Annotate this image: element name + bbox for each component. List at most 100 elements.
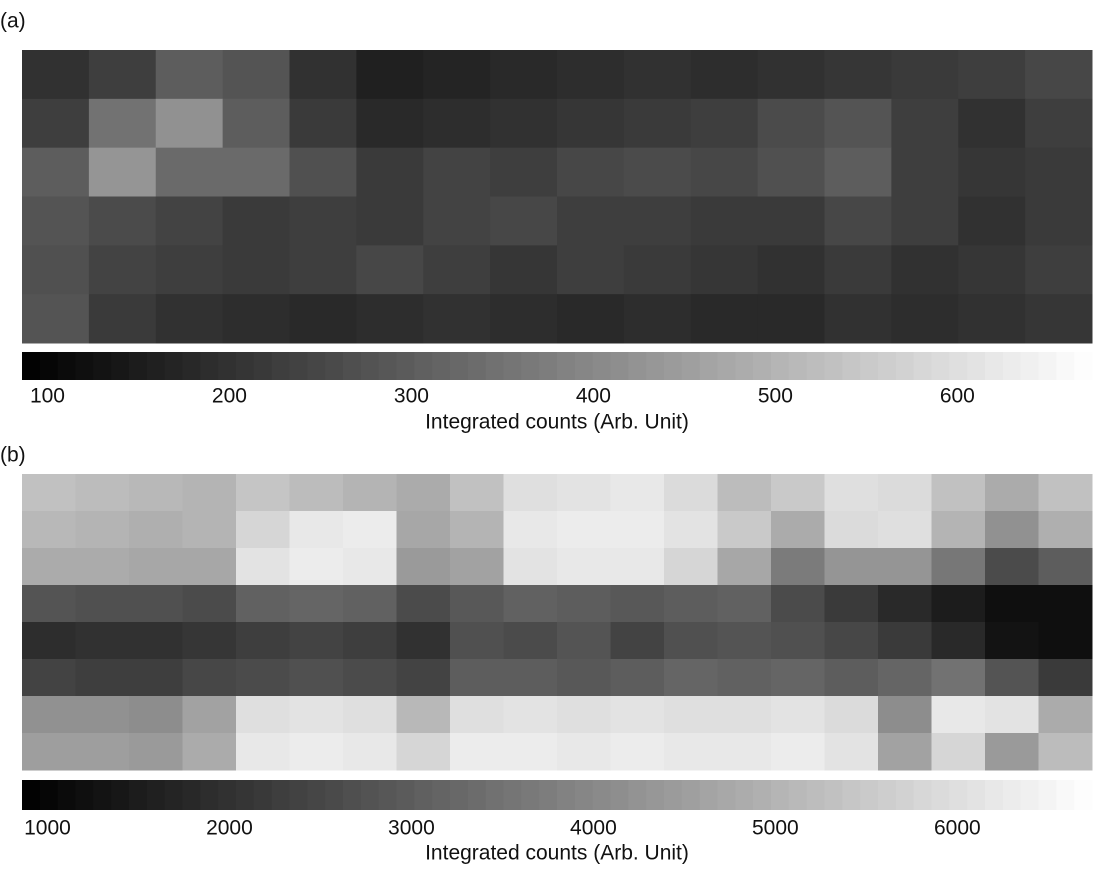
heatmap-cell [289, 196, 357, 246]
heatmap-cell [396, 659, 451, 697]
heatmap-cell [1038, 733, 1093, 771]
heatmap-cell [958, 98, 1026, 149]
heatmap-cell [396, 622, 451, 660]
heatmap-cell [503, 659, 558, 697]
heatmap-cell [931, 696, 986, 734]
heatmap-cell [289, 511, 344, 549]
colorbar-step [824, 352, 843, 380]
heatmap-cell [757, 147, 825, 197]
heatmap-cell [824, 245, 892, 295]
heatmap-cell [236, 474, 290, 512]
heatmap-cell [450, 659, 504, 697]
heatmap-cell [891, 50, 959, 100]
heatmap-cell [557, 696, 611, 734]
heatmap-cell [129, 733, 183, 771]
heatmap-cell [557, 196, 625, 246]
colorbar-tick-label: 600 [940, 385, 975, 408]
heatmap-cell [1038, 474, 1093, 512]
heatmap-cell [771, 622, 825, 660]
heatmap-cell [236, 548, 290, 586]
heatmap-cell [503, 511, 558, 549]
colorbar-step [1074, 780, 1093, 810]
colorbar-label: Integrated counts (Arb. Unit) [425, 842, 689, 865]
colorbar-step [325, 352, 344, 380]
heatmap-cell [610, 696, 665, 734]
heatmap-cell [88, 294, 157, 344]
heatmap-cell [343, 585, 397, 623]
colorbar-step [22, 780, 41, 810]
heatmap-cell [343, 548, 397, 586]
colorbar-step [878, 352, 897, 380]
colorbar-step [949, 352, 968, 380]
heatmap-cell [396, 511, 451, 549]
heatmap-cell [289, 294, 357, 344]
heatmap-cell [1025, 50, 1093, 100]
colorbar-step [557, 780, 576, 810]
colorbar-step [485, 352, 504, 380]
colorbar-step [913, 780, 932, 810]
colorbar-step [717, 780, 736, 810]
heatmap-cell [824, 50, 892, 100]
heatmap-cell [222, 245, 290, 295]
colorbar-step [699, 352, 718, 380]
heatmap-cell [610, 733, 665, 771]
heatmap-cell [757, 245, 825, 295]
colorbar-step [503, 780, 522, 810]
heatmap-cell [222, 50, 290, 100]
heatmap-cell [289, 659, 344, 697]
colorbar-step [860, 352, 879, 380]
colorbar-step [39, 352, 59, 380]
heatmap-cell [129, 474, 183, 512]
colorbar-step [378, 352, 397, 380]
heatmap-cell [557, 98, 625, 149]
heatmap-cell [985, 659, 1039, 697]
heatmap-cell [824, 696, 879, 734]
panel-label: (a) [0, 10, 26, 33]
colorbar-step [182, 352, 201, 380]
heatmap-cell [757, 50, 825, 100]
heatmap-cell [623, 245, 692, 295]
heatmap-cell [503, 474, 558, 512]
colorbar-step [967, 352, 986, 380]
colorbar-step [111, 780, 130, 810]
heatmap-cell [690, 50, 759, 100]
heatmap-cell [423, 50, 491, 100]
colorbar-step [949, 780, 968, 810]
heatmap-cell [356, 147, 424, 197]
heatmap-cell [931, 622, 986, 660]
heatmap-cell [623, 98, 692, 149]
colorbar-step [771, 780, 790, 810]
heatmap-cell [824, 147, 892, 197]
colorbar-step [539, 352, 558, 380]
heatmap-cell [824, 98, 892, 149]
colorbar-step [289, 352, 308, 380]
heatmap-cell [289, 622, 344, 660]
heatmap-cell [557, 622, 611, 660]
heatmap-cell [1025, 98, 1093, 149]
colorbar-step [450, 780, 469, 810]
colorbar-step [432, 352, 451, 380]
heatmap-cell [75, 622, 130, 660]
colorbar-step [289, 780, 308, 810]
colorbar-step [1074, 352, 1093, 380]
heatmap-cell [236, 511, 290, 549]
heatmap-cell [1038, 585, 1093, 623]
heatmap-cell [289, 696, 344, 734]
heatmap-cell [717, 659, 772, 697]
heatmap-cell [610, 659, 665, 697]
heatmap-cell [717, 548, 772, 586]
heatmap-cell [623, 147, 692, 197]
heatmap-cell [931, 659, 986, 697]
heatmap-cell [664, 733, 718, 771]
colorbar-step [182, 780, 201, 810]
heatmap-cell [182, 696, 237, 734]
heatmap-cell [450, 696, 504, 734]
colorbar-step [378, 780, 397, 810]
heatmap-cell [503, 622, 558, 660]
colorbar-step [681, 352, 701, 380]
heatmap-cell [88, 196, 157, 246]
colorbar-step [521, 352, 540, 380]
colorbar-step [200, 780, 219, 810]
colorbar-step [610, 352, 629, 380]
heatmap-cell [690, 147, 759, 197]
